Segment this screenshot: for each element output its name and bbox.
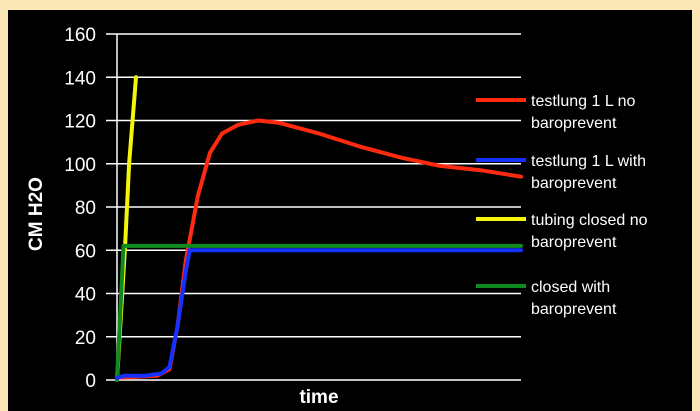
- y-tick-label: 20: [75, 328, 96, 349]
- y-tick-label: 160: [64, 25, 96, 46]
- gridlines: [106, 33, 521, 381]
- legend-label-4: baroprevent: [531, 301, 617, 318]
- legend-label-1: baroprevent: [531, 115, 617, 132]
- legend-label-2: testlung 1 L with: [531, 153, 646, 170]
- y-tick-label: 0: [85, 371, 96, 392]
- y-tick-label: 80: [75, 198, 96, 219]
- y-tick-label: 100: [64, 155, 96, 176]
- y-tick-label: 140: [64, 68, 96, 89]
- legend-label-3: baroprevent: [531, 234, 617, 251]
- y-tick-labels: 0 20 40 60 80 100 120 140 160: [64, 25, 96, 392]
- series-line-2: [115, 248, 523, 380]
- x-axis-label: time: [299, 387, 338, 408]
- series-line-4: [115, 243, 523, 382]
- y-tick-label: 40: [75, 285, 96, 306]
- legend: testlung 1 L no baroprevent testlung 1 L w…: [476, 93, 648, 318]
- legend-label-1: testlung 1 L no: [531, 93, 635, 110]
- legend-label-3: tubing closed no: [531, 212, 648, 229]
- y-axis-label: CM H2O: [26, 177, 47, 251]
- y-tick-label: 120: [64, 112, 96, 133]
- legend-label-2: baroprevent: [531, 175, 617, 192]
- y-tick-label: 60: [75, 241, 96, 262]
- legend-label-4: closed with: [531, 279, 610, 296]
- series-lines: [115, 75, 523, 382]
